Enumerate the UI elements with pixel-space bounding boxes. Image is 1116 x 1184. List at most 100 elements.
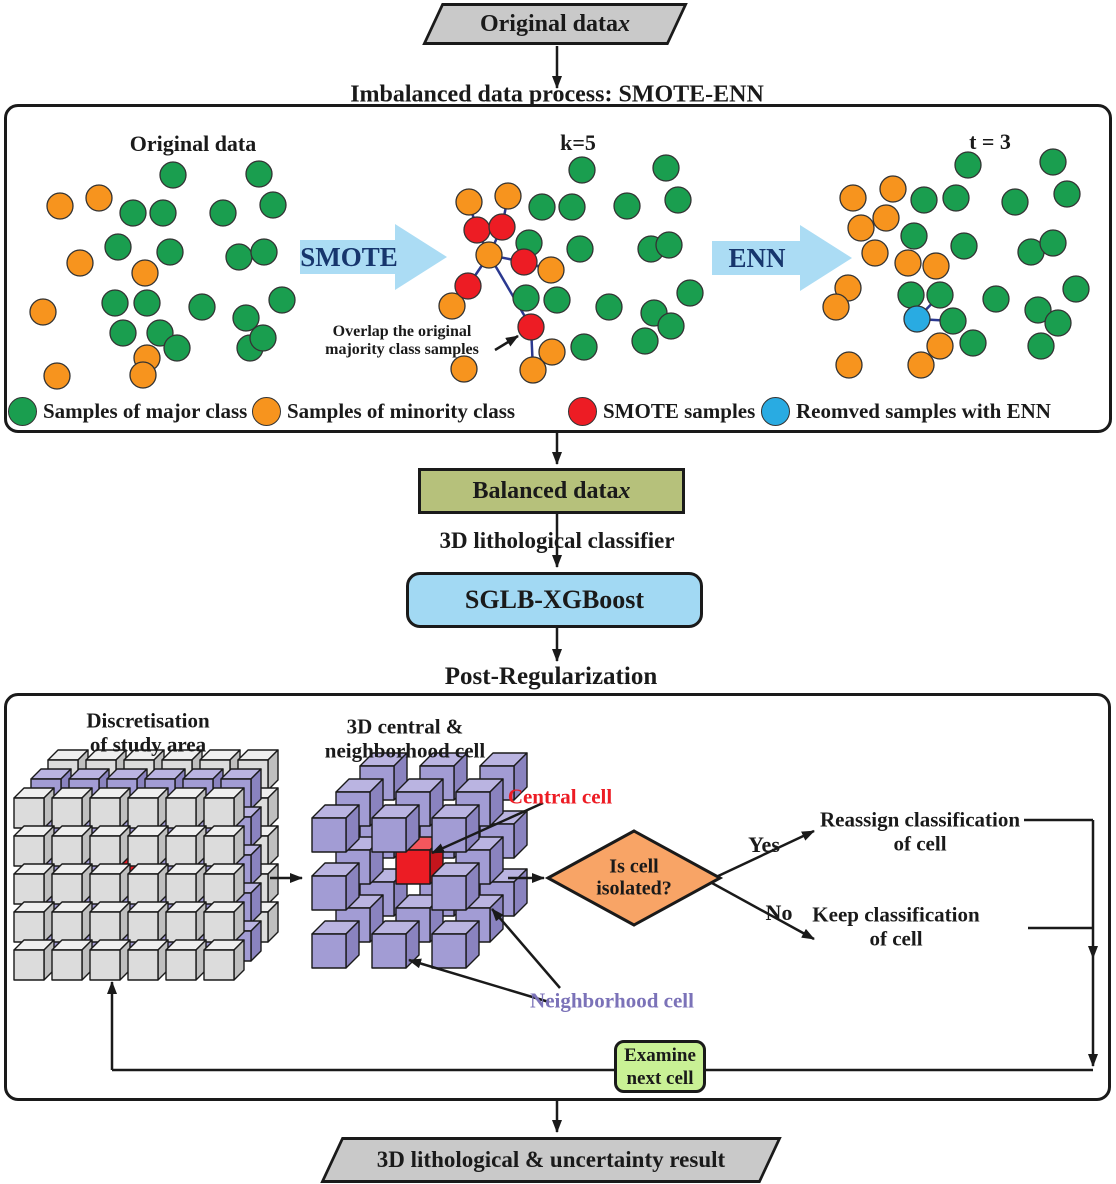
minority-sample-dot — [455, 188, 483, 216]
cube-front-face — [311, 817, 347, 853]
minority-sample-dot — [46, 192, 74, 220]
major-sample-dot — [159, 161, 187, 189]
smote-sample-dot — [463, 216, 491, 244]
legend-label-removed: Reomved samples with ENN — [796, 398, 1051, 423]
major-sample-dot — [232, 304, 260, 332]
major-sample-dot — [268, 286, 296, 314]
major-sample-dot — [209, 199, 237, 227]
major-sample-dot — [133, 289, 161, 317]
major-sample-dot — [982, 285, 1010, 313]
block-arrow-shape — [712, 225, 852, 291]
minority-sample-dot — [822, 293, 850, 321]
yes-label: Yes — [748, 832, 780, 857]
major-sample-dot — [104, 233, 132, 261]
reassign-label: Reassign classification of cell — [820, 808, 1020, 855]
minority-sample-dot — [872, 204, 900, 232]
cube-front-face — [89, 949, 121, 981]
major-sample-dot — [156, 238, 184, 266]
cube-front-face — [13, 835, 45, 867]
major-sample-dot — [950, 232, 978, 260]
balanced-label-var: x — [618, 477, 631, 504]
cube-front-face — [431, 875, 467, 911]
major-sample-dot — [652, 154, 680, 182]
major-sample-dot — [959, 329, 987, 357]
minority-sample-dot — [926, 332, 954, 360]
cluster1-title-line1: Discretisation — [86, 708, 210, 733]
smote-sample-dot — [454, 272, 482, 300]
cube-front-face — [13, 873, 45, 905]
cube-front-face — [311, 875, 347, 911]
scatter-panels-group — [29, 148, 1090, 390]
cluster2-title-line2: neighborhood cell — [324, 738, 486, 762]
cluster2-title-line1: 3D central & — [346, 714, 464, 739]
flow-arrow — [494, 334, 519, 352]
minority-sample-dot — [538, 338, 566, 366]
major-sample-dot — [109, 319, 137, 347]
removed-sample-dot — [903, 305, 931, 333]
cube-front-face — [165, 949, 197, 981]
result-parallelogram: 3D lithological & uncertainty result — [320, 1137, 782, 1183]
cube-front-face — [127, 911, 159, 943]
cube-front-face — [371, 817, 407, 853]
central-cell-label: Central cell — [507, 784, 613, 809]
major-sample-dot — [543, 286, 571, 314]
major-sample-dot — [613, 192, 641, 220]
legend-label-major: Samples of major class — [43, 398, 248, 423]
major-sample-dot — [119, 199, 147, 227]
cube-front-face — [127, 835, 159, 867]
cluster1-title-line2: of study area — [89, 732, 207, 756]
legend-label-minority: Samples of minority class — [287, 398, 516, 423]
flow-arrow — [431, 801, 544, 855]
start-label: Original data x — [432, 3, 678, 45]
cube-front-face — [51, 835, 83, 867]
major-sample-dot — [188, 293, 216, 321]
cube-front-face — [89, 835, 121, 867]
minority-sample-dot — [861, 239, 889, 267]
reassign-line1: Reassign classification — [819, 807, 1021, 832]
major-sample-dot — [664, 186, 692, 214]
cube-front-face — [165, 911, 197, 943]
examine-next-cell-box: Examine next cell — [614, 1040, 706, 1093]
major-sample-dot — [939, 307, 967, 335]
major-sample-dot — [163, 334, 191, 362]
major-sample-dot — [558, 193, 586, 221]
start-label-text: Original data — [479, 10, 618, 37]
cube-front-face — [165, 873, 197, 905]
cube-front-face — [203, 911, 235, 943]
major-sample-dot — [570, 333, 598, 361]
minority-sample-dot — [129, 361, 157, 389]
cube-front-face — [371, 933, 407, 969]
block-arrow-shape — [300, 224, 447, 290]
balanced-data-box: Balanced data x — [418, 468, 685, 514]
flow-arrows-group — [107, 46, 1098, 1133]
major-sample-dot — [655, 231, 683, 259]
no-label: No — [765, 900, 793, 925]
cube-front-face — [127, 873, 159, 905]
cube-front-face — [127, 949, 159, 981]
minority-sample-dot — [475, 241, 503, 269]
start-label-var: x — [618, 10, 630, 37]
minority-sample-dot — [519, 356, 547, 384]
major-sample-dot — [1001, 188, 1029, 216]
smote-sample-dot — [488, 213, 516, 241]
legend-item-smote: SMOTE samples — [568, 396, 755, 426]
cube-front-face — [203, 873, 235, 905]
legend-label-smote: SMOTE samples — [603, 398, 756, 423]
keep-line1: Keep classification — [812, 902, 980, 927]
enn-arrow-label: ENN — [728, 243, 786, 273]
cube-front-face — [13, 911, 45, 943]
flow-arrow — [491, 908, 561, 989]
start-parallelogram: Original data x — [422, 3, 688, 45]
cube-front-face — [203, 835, 235, 867]
major-sample-dot — [897, 281, 925, 309]
major-sample-dot — [1053, 180, 1081, 208]
minority-sample-dot — [85, 184, 113, 212]
major-sample-dot — [676, 279, 704, 307]
smote-sample-dot — [510, 248, 538, 276]
major-sample-dot — [1039, 148, 1067, 176]
decision-text: Is cell isolated? — [596, 856, 672, 901]
legend-item-removed: Reomved samples with ENN — [761, 396, 1051, 426]
major-sample-dot — [631, 327, 659, 355]
minority-sample-dot — [438, 292, 466, 320]
